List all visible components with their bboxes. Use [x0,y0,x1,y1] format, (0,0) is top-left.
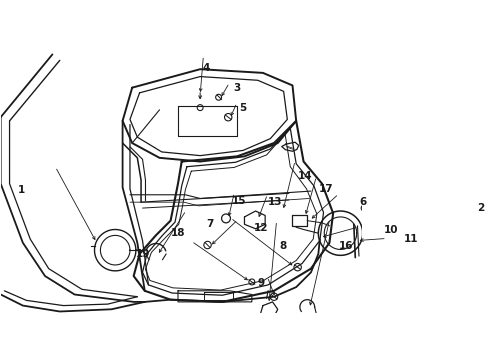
Text: 4: 4 [202,63,209,73]
Text: 3: 3 [233,83,240,93]
Text: 17: 17 [318,184,332,194]
Text: 15: 15 [232,196,246,206]
Text: 8: 8 [279,242,286,252]
Text: 16: 16 [339,242,353,252]
Text: 11: 11 [404,234,418,244]
Text: 10: 10 [383,225,397,235]
Text: 14: 14 [297,171,312,181]
Text: 2: 2 [476,203,484,213]
Text: 1: 1 [18,185,25,195]
Text: 13: 13 [268,197,282,207]
Text: 19: 19 [136,249,150,259]
Text: 12: 12 [253,223,267,233]
Text: 7: 7 [205,219,213,229]
Text: 9: 9 [257,278,264,288]
Text: 18: 18 [170,228,185,238]
Text: 5: 5 [239,103,246,113]
Text: 6: 6 [358,197,366,207]
